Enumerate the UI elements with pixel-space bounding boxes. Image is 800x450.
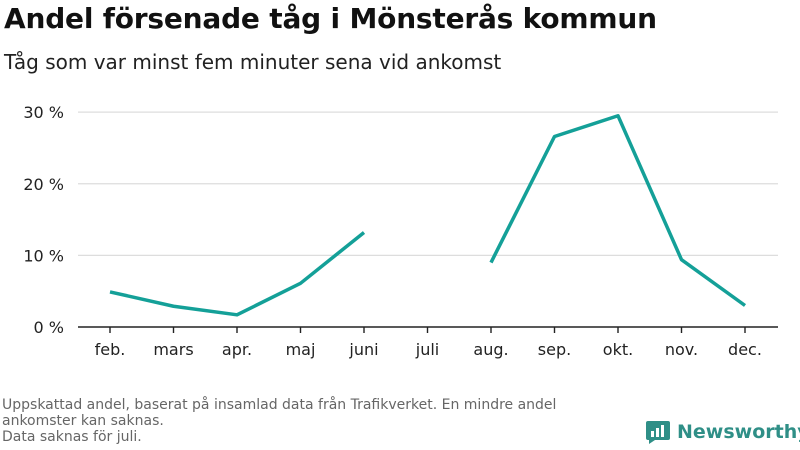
x-tick-label-1: mars (153, 340, 193, 359)
x-tick-label-0: feb. (95, 340, 126, 359)
chart-title: Andel försenade tåg i Mönsterås kommun (4, 2, 657, 35)
x-tick-label-6: aug. (473, 340, 508, 359)
x-tick-label-2: apr. (222, 340, 252, 359)
series-line-segment-0 (109, 231, 366, 317)
y-tick-label-10: 10 % (23, 246, 64, 265)
brand-logo: Newsworthy (645, 419, 800, 445)
grid-lines (78, 111, 778, 328)
data-series (109, 113, 747, 317)
footnote: Uppskattad andel, baserat på insamlad da… (2, 397, 627, 445)
x-tick-label-9: nov. (665, 340, 698, 359)
y-tick-label-20: 20 % (23, 175, 64, 194)
footnote-line-2: Data saknas för juli. (2, 429, 142, 445)
x-tick-label-5: juli (415, 340, 439, 359)
x-tick-label-7: sep. (538, 340, 571, 359)
x-tick-label-10: dec. (728, 340, 762, 359)
chart-subtitle: Tåg som var minst fem minuter sena vid a… (4, 50, 502, 74)
x-tick-label-4: juni (348, 340, 378, 359)
footnote-line-1: Uppskattad andel, baserat på insamlad da… (2, 397, 557, 429)
x-tick-label-8: okt. (603, 340, 633, 359)
y-tick-label-30: 30 % (23, 103, 64, 122)
newsworthy-logo-icon (646, 421, 670, 444)
x-axis-ticks: feb. mars apr. maj juni juli aug. sep. okt. nov. d… (95, 327, 762, 359)
brand-name: Newsworthy (677, 421, 800, 443)
x-tick-label-3: maj (286, 340, 316, 359)
y-axis-tick-labels: 0 % 10 % 20 % 30 % (23, 103, 64, 337)
y-tick-label-0: 0 % (34, 318, 64, 337)
series-line-segment-1 (489, 113, 747, 307)
